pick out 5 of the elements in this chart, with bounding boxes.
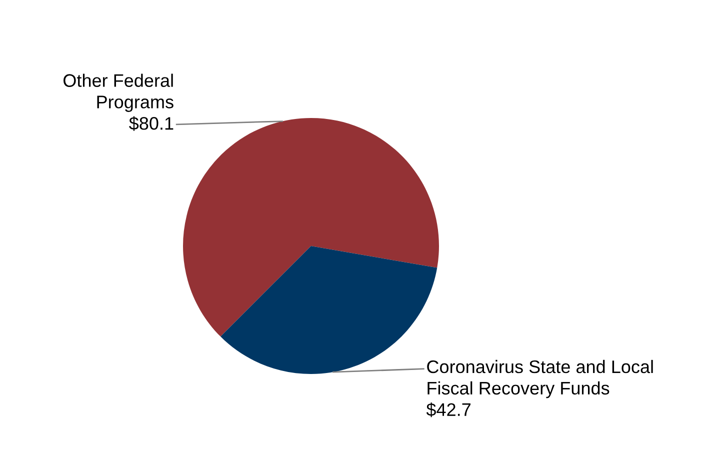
pie-slice [183, 118, 439, 337]
slice-label: Other Federal Programs [64, 74, 174, 112]
data-label: $42.7 [426, 402, 470, 418]
data-label: $80.1 [129, 116, 174, 131]
slice-label: Coronavirus State and Local Fiscal Recovery Funds [427, 360, 653, 398]
